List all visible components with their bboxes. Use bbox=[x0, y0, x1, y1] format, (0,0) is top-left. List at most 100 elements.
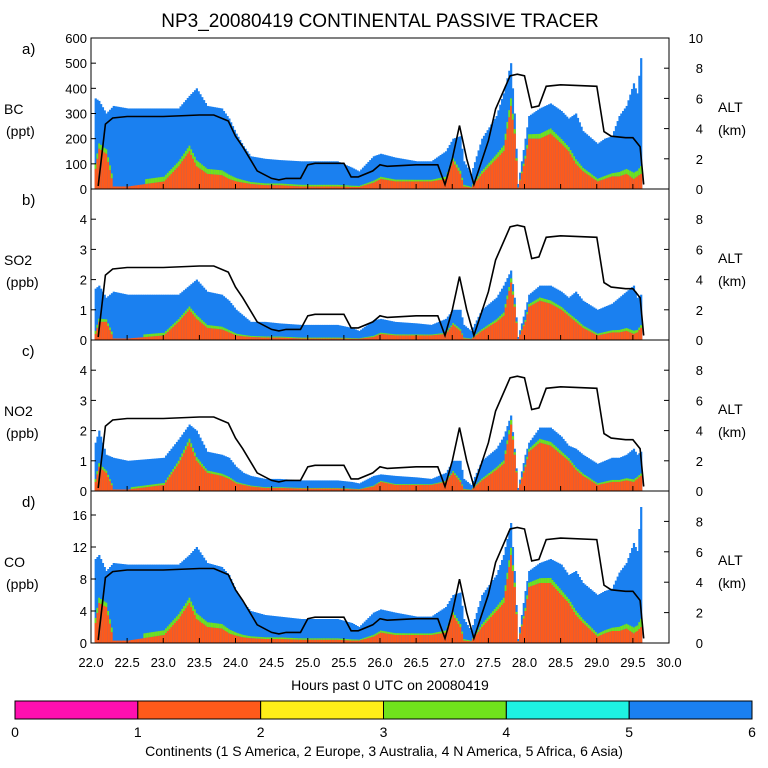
bar-europe bbox=[260, 184, 263, 189]
bar-asia bbox=[502, 93, 506, 189]
bar-n-america bbox=[555, 303, 558, 307]
bar-n-america bbox=[622, 170, 625, 176]
bar-n-america bbox=[325, 638, 329, 640]
bar-europe bbox=[143, 337, 146, 340]
bar-europe bbox=[354, 489, 357, 491]
bar-n-america bbox=[531, 301, 534, 305]
bar-asia bbox=[629, 288, 632, 340]
bar-asia bbox=[369, 616, 372, 643]
bar-europe bbox=[352, 640, 356, 643]
bar-europe bbox=[571, 157, 574, 189]
bar-europe bbox=[181, 613, 184, 643]
bar-n-america bbox=[349, 488, 352, 490]
bar-europe bbox=[566, 314, 569, 340]
bar-asia bbox=[183, 559, 186, 643]
bar-europe bbox=[103, 606, 106, 643]
bar-europe bbox=[421, 484, 424, 491]
bar-europe bbox=[190, 607, 193, 643]
bar-europe bbox=[520, 478, 524, 491]
bar-europe bbox=[484, 477, 487, 491]
bar-europe bbox=[629, 481, 632, 491]
bar-n-america bbox=[477, 332, 480, 334]
bar-europe bbox=[490, 473, 493, 491]
bar-n-america bbox=[152, 484, 155, 487]
bar-asia bbox=[439, 321, 442, 340]
bar-europe bbox=[513, 133, 516, 189]
bar-asia bbox=[356, 626, 359, 643]
bar-europe bbox=[553, 448, 556, 491]
bar-n-america bbox=[441, 333, 444, 335]
bar-n-america bbox=[446, 330, 450, 332]
bar-n-america bbox=[435, 178, 439, 181]
bar-europe bbox=[159, 635, 162, 643]
bar-n-america bbox=[354, 185, 357, 187]
bar-europe bbox=[454, 475, 457, 491]
bar-asia bbox=[195, 547, 198, 643]
bar-n-america bbox=[408, 633, 412, 635]
bar-europe bbox=[573, 612, 576, 643]
bar-europe bbox=[100, 321, 103, 340]
bar-asia bbox=[435, 157, 439, 189]
bar-europe bbox=[148, 486, 152, 491]
bar-asia bbox=[163, 457, 166, 491]
bar-europe bbox=[150, 183, 153, 189]
bar-asia bbox=[461, 317, 464, 340]
bar-n-america bbox=[298, 337, 301, 339]
bar-n-america bbox=[170, 169, 173, 174]
bar-asia bbox=[640, 507, 643, 643]
bar-asia bbox=[403, 159, 406, 189]
bar-asia bbox=[582, 454, 585, 491]
bar-europe bbox=[614, 332, 618, 340]
bar-europe bbox=[136, 337, 139, 340]
bar-europe bbox=[128, 640, 132, 643]
bar-n-america bbox=[560, 139, 563, 144]
bar-n-america bbox=[611, 173, 614, 177]
bar-europe bbox=[435, 483, 439, 491]
bar-europe bbox=[333, 639, 336, 643]
bar-asia bbox=[213, 565, 217, 643]
bar-n-america bbox=[613, 172, 616, 177]
bar-europe bbox=[613, 481, 616, 491]
bar-europe bbox=[369, 337, 372, 340]
bar-europe bbox=[244, 485, 247, 491]
bar-europe bbox=[192, 314, 195, 340]
bar-europe bbox=[215, 474, 218, 491]
bar-asia bbox=[309, 161, 312, 189]
bar-europe bbox=[389, 634, 392, 643]
bar-europe bbox=[376, 180, 379, 189]
bar-asia bbox=[287, 617, 291, 643]
bar-asia bbox=[157, 294, 161, 340]
bar-n-america bbox=[100, 144, 103, 150]
bar-n-america bbox=[347, 488, 350, 490]
bar-europe bbox=[195, 166, 198, 189]
bar-asia bbox=[217, 107, 220, 189]
bar-asia bbox=[455, 309, 459, 340]
bar-n-america bbox=[479, 173, 482, 177]
bar-n-america bbox=[504, 304, 507, 308]
bar-n-america bbox=[376, 483, 379, 485]
bar-n-america bbox=[390, 333, 394, 336]
bar-n-america bbox=[378, 177, 381, 180]
bar-europe bbox=[282, 639, 285, 643]
bar-n-america bbox=[399, 633, 403, 635]
bar-asia bbox=[459, 460, 462, 491]
bar-n-america bbox=[367, 636, 370, 639]
bar-europe bbox=[419, 335, 422, 340]
bar-europe bbox=[602, 179, 605, 189]
bar-n-america bbox=[553, 302, 556, 306]
bar-n-america bbox=[365, 637, 368, 639]
bar-n-america bbox=[508, 430, 511, 435]
bar-asia bbox=[150, 458, 153, 491]
bar-asia bbox=[499, 291, 502, 340]
bar-asia bbox=[389, 156, 392, 189]
bar-n-america bbox=[387, 482, 390, 484]
bar-europe bbox=[425, 181, 428, 189]
bar-europe bbox=[428, 484, 431, 491]
bar-europe bbox=[134, 337, 137, 340]
bar-europe bbox=[463, 338, 466, 340]
bar-europe bbox=[163, 484, 166, 491]
bar-asia bbox=[313, 480, 316, 491]
bar-n-america bbox=[464, 489, 468, 490]
bar-n-america bbox=[217, 326, 220, 330]
